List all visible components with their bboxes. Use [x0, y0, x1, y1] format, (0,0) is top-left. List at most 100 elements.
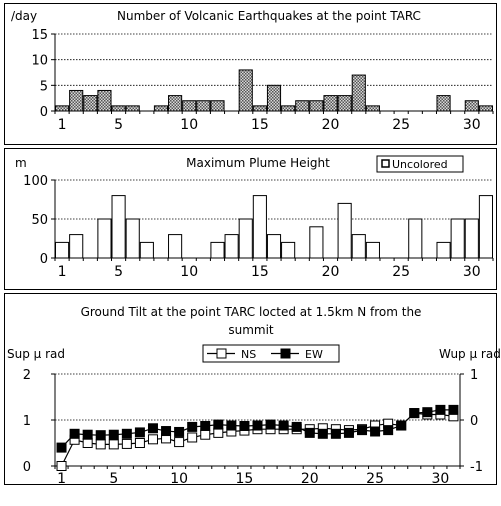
left-axis-label: Sup μ rad: [7, 347, 65, 361]
series-point-ew: [56, 442, 67, 453]
bar: [266, 84, 282, 112]
bar: [55, 241, 70, 259]
series-point-ns: [213, 427, 224, 438]
bar: [450, 218, 465, 259]
bar: [365, 241, 380, 259]
series-point-ew: [291, 421, 302, 432]
x-tick-label: 15: [251, 117, 269, 133]
chart-ylabel: /day: [11, 9, 37, 23]
x-tick-label: 1: [58, 117, 67, 133]
bar: [111, 105, 126, 112]
bar: [309, 226, 324, 259]
series-point-ew: [226, 420, 237, 431]
left-tick-label: 0: [23, 460, 31, 475]
bar: [351, 234, 366, 259]
bar: [55, 105, 70, 112]
bar: [436, 95, 451, 112]
bar: [97, 218, 112, 259]
series-point-ew: [121, 428, 132, 439]
legend-marker-ns: [216, 348, 227, 359]
x-tick-label: 20: [322, 264, 340, 280]
legend: NS EW: [202, 344, 340, 363]
y-tick-label: 0: [40, 105, 48, 120]
chart-title: Number of Volcanic Earthquakes at the po…: [117, 9, 421, 23]
earthquake-chart: /day Number of Volcanic Earthquakes at t…: [11, 9, 494, 133]
bar: [464, 218, 479, 259]
series-point-ew: [396, 420, 407, 431]
right-tick-label: 1: [470, 368, 478, 383]
legend-label-ns: NS: [241, 348, 256, 361]
left-tick-label: 1: [23, 414, 31, 429]
x-tick-label: 25: [366, 471, 384, 487]
plume-chart-panel: m Maximum Plume Height Uncolored 0 50 100 1…: [4, 148, 497, 290]
series-point-ew: [317, 428, 328, 439]
bar: [196, 100, 211, 112]
x-tick-label: 30: [463, 264, 481, 280]
series-point-ns: [200, 429, 211, 440]
chart-ylabel: m: [15, 156, 27, 170]
series-point-ew: [448, 404, 459, 415]
x-tick-label: 1: [57, 471, 66, 487]
y-tick-label: 0: [40, 252, 48, 267]
tilt-chart-panel: Ground Tilt at the point TARC locted at …: [4, 293, 501, 487]
x-tick-label: 20: [322, 117, 340, 133]
bar: [224, 234, 239, 259]
legend-swatch: [381, 159, 390, 168]
bar: [69, 89, 84, 112]
series-point-ew: [161, 426, 172, 437]
left-tick-label: 2: [23, 368, 31, 383]
bar: [408, 218, 423, 259]
x-tick-label: 10: [180, 117, 198, 133]
series-point-ns: [174, 437, 185, 448]
tilt-chart: Ground Tilt at the point TARC locted at …: [7, 305, 501, 487]
bar: [153, 105, 169, 112]
series-point-ns: [56, 461, 67, 471]
series-point-ew: [174, 426, 185, 437]
earthquake-chart-panel: /day Number of Volcanic Earthquakes at t…: [4, 3, 497, 145]
series-point-ew: [370, 426, 381, 437]
bar: [252, 105, 267, 112]
bar: [210, 241, 225, 259]
bar: [436, 241, 451, 259]
legend-box: [376, 155, 464, 173]
series-point-ew: [187, 421, 198, 432]
bar: [337, 95, 352, 112]
bar: [281, 105, 296, 112]
series-point-ew: [239, 420, 250, 431]
series-point-ew: [200, 420, 211, 431]
bar: [210, 100, 225, 112]
y-tick-label: 15: [31, 28, 48, 43]
series-point-ew: [357, 425, 368, 436]
y-tick-label: 100: [23, 174, 48, 189]
x-tick-label: 5: [114, 117, 123, 133]
series-point-ew: [278, 420, 289, 431]
series-point-ew: [343, 427, 354, 438]
bar: [238, 69, 253, 112]
bar: [281, 241, 296, 259]
bar: [83, 95, 98, 112]
chart-title: Maximum Plume Height: [186, 156, 330, 170]
bar: [139, 241, 154, 259]
bar: [309, 100, 324, 112]
x-tick-label: 5: [109, 471, 118, 487]
series-point-ns: [108, 439, 119, 450]
series-point-ew: [108, 429, 119, 440]
series-point-ew: [82, 429, 93, 440]
series-point-ew: [95, 430, 106, 441]
series-point-ns: [95, 439, 106, 450]
x-tick-label: 10: [180, 264, 198, 280]
x-tick-label: 25: [392, 117, 410, 133]
x-tick-label: 10: [170, 471, 188, 487]
series-point-ew: [265, 419, 276, 430]
x-tick-label: 15: [236, 471, 254, 487]
series-point-ew: [409, 408, 420, 419]
bar: [182, 100, 197, 112]
plume-chart: m Maximum Plume Height Uncolored 0 50 100 1…: [15, 155, 494, 280]
bar: [478, 195, 494, 259]
bar: [337, 202, 352, 259]
x-tick-label: 30: [431, 471, 449, 487]
x-tick-label: 20: [301, 471, 319, 487]
bar: [97, 89, 112, 112]
bar: [478, 105, 494, 112]
bar: [111, 195, 126, 259]
